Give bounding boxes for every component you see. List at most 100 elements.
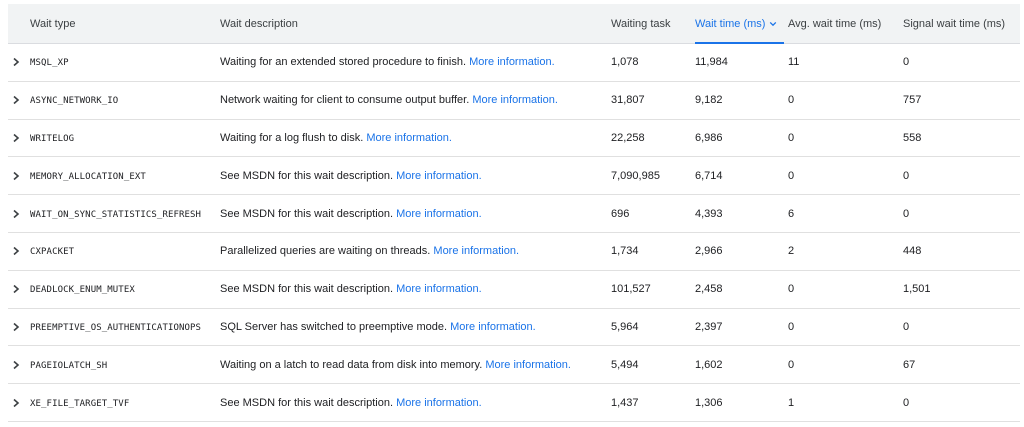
waiting-task-cell: 1,734 [611, 245, 639, 258]
wait-type-cell: WAIT_ON_SYNC_STATISTICS_REFRESH [8, 208, 220, 220]
column-header-wait-description[interactable]: Wait description [220, 17, 298, 30]
avg-wait-time-cell: 0 [788, 131, 795, 144]
wait-type-name: WRITELOG [30, 133, 75, 144]
more-information-link[interactable]: More information. [366, 131, 452, 144]
wait-type-name: ASYNC_NETWORK_IO [30, 96, 119, 107]
avg-wait-time-cell: 11 [788, 56, 800, 69]
wait-time-cell: 2,397 [695, 320, 723, 333]
wait-description-text: Waiting on a latch to read data from dis… [220, 358, 483, 371]
chevron-right-icon[interactable] [11, 171, 21, 181]
waiting-task-cell: 5,494 [611, 358, 639, 371]
wait-description-text: Waiting for an extended stored procedure… [220, 56, 467, 69]
table-row[interactable]: DEADLOCK_ENUM_MUTEX See MSDN for this wai… [8, 271, 1020, 309]
table-row[interactable]: MEMORY_ALLOCATION_EXT See MSDN for this w… [8, 157, 1020, 196]
wait-type-cell: CXPACKET [8, 245, 220, 257]
chevron-right-icon[interactable] [11, 246, 21, 256]
signal-wait-time-cell: 0 [903, 207, 910, 220]
waiting-task-cell: 1,078 [611, 56, 639, 69]
more-information-link[interactable]: More information. [433, 245, 519, 258]
chevron-right-icon[interactable] [11, 209, 21, 219]
avg-wait-time-cell: 2 [788, 245, 795, 258]
avg-wait-time-cell: 6 [788, 207, 795, 220]
wait-time-cell: 9,182 [695, 94, 723, 107]
wait-time-cell: 2,966 [695, 245, 723, 258]
table-row[interactable]: PREEMPTIVE_OS_AUTHENTICATIONOPS SQL Serve… [8, 309, 1020, 347]
wait-description-cell: Waiting on a latch to read data from dis… [220, 359, 611, 371]
table-row[interactable]: ASYNC_NETWORK_IO Network waiting for clie… [8, 82, 1020, 120]
avg-wait-time-cell: 1 [788, 396, 795, 409]
avg-wait-time-cell: 0 [788, 320, 795, 333]
more-information-link[interactable]: More information. [472, 94, 558, 107]
more-information-link[interactable]: More information. [485, 358, 571, 371]
signal-wait-time-cell: 757 [903, 94, 922, 107]
wait-stats-table: Wait type Wait description Waiting task … [8, 4, 1020, 422]
table-header: Wait type Wait description Waiting task … [8, 4, 1020, 44]
wait-type-name: PAGEIOLATCH_SH [30, 360, 108, 371]
wait-description-cell: See MSDN for this wait description. More… [220, 283, 611, 295]
table-row[interactable]: CXPACKET Parallelized queries are waiting… [8, 233, 1020, 271]
column-header-avg-wait-time[interactable]: Avg. wait time (ms) [788, 17, 882, 30]
signal-wait-time-cell: 1,501 [903, 283, 931, 296]
wait-description-text: See MSDN for this wait description. [220, 396, 394, 409]
signal-wait-time-cell: 0 [903, 396, 910, 409]
wait-type-cell: PAGEIOLATCH_SH [8, 359, 220, 371]
table-row[interactable]: WAIT_ON_SYNC_STATISTICS_REFRESH See MSDN … [8, 195, 1020, 233]
table-row[interactable]: MSQL_XP Waiting for an extended stored pr… [8, 44, 1020, 82]
avg-wait-time-cell: 0 [788, 169, 795, 182]
wait-description-text: See MSDN for this wait description. [220, 169, 394, 182]
wait-type-name: MSQL_XP [30, 58, 69, 69]
chevron-right-icon[interactable] [11, 133, 21, 143]
wait-time-cell: 6,986 [695, 131, 723, 144]
waiting-task-cell: 31,807 [611, 94, 645, 107]
table-row[interactable]: PAGEIOLATCH_SH Waiting on a latch to read… [8, 346, 1020, 385]
avg-wait-time-cell: 0 [788, 283, 795, 296]
waiting-task-cell: 101,527 [611, 283, 651, 296]
wait-type-cell: XE_FILE_TARGET_TVF [8, 397, 220, 409]
more-information-link[interactable]: More information. [396, 283, 482, 296]
signal-wait-time-cell: 448 [903, 245, 922, 258]
sort-descending-icon [770, 21, 777, 26]
wait-description-cell: Waiting for a log flush to disk. More in… [220, 132, 611, 144]
signal-wait-time-cell: 0 [903, 169, 910, 182]
column-header-signal-wait-time[interactable]: Signal wait time (ms) [903, 17, 1006, 30]
chevron-right-icon[interactable] [11, 322, 21, 332]
column-header-wait-time[interactable]: Wait time (ms) [695, 4, 788, 44]
wait-type-cell: MEMORY_ALLOCATION_EXT [8, 170, 220, 182]
wait-type-name: PREEMPTIVE_OS_AUTHENTICATIONOPS [30, 322, 202, 333]
wait-description-text: Network waiting for client to consume ou… [220, 94, 470, 107]
column-header-wait-type[interactable]: Wait type [30, 17, 76, 30]
wait-type-name: WAIT_ON_SYNC_STATISTICS_REFRESH [30, 209, 202, 220]
wait-type-cell: WRITELOG [8, 132, 220, 144]
wait-description-cell: See MSDN for this wait description. More… [220, 170, 611, 182]
avg-wait-time-cell: 0 [788, 94, 795, 107]
wait-type-cell: ASYNC_NETWORK_IO [8, 94, 220, 106]
wait-description-cell: Waiting for an extended stored procedure… [220, 56, 611, 68]
chevron-right-icon[interactable] [11, 398, 21, 408]
more-information-link[interactable]: More information. [396, 207, 482, 220]
waiting-task-cell: 7,090,985 [611, 169, 660, 182]
signal-wait-time-cell: 558 [903, 131, 922, 144]
chevron-right-icon[interactable] [11, 360, 21, 370]
more-information-link[interactable]: More information. [396, 396, 482, 409]
wait-time-header-label: Wait time (ms) [695, 17, 766, 30]
wait-time-cell: 11,984 [695, 56, 728, 69]
more-information-link[interactable]: More information. [469, 56, 555, 69]
chevron-right-icon[interactable] [11, 57, 21, 67]
chevron-right-icon[interactable] [11, 284, 21, 294]
wait-type-name: DEADLOCK_ENUM_MUTEX [30, 285, 135, 296]
wait-time-cell: 4,393 [695, 207, 723, 220]
more-information-link[interactable]: More information. [396, 169, 482, 182]
column-header-waiting-task[interactable]: Waiting task [611, 17, 671, 30]
wait-description-cell: Parallelized queries are waiting on thre… [220, 245, 611, 257]
wait-type-name: XE_FILE_TARGET_TVF [30, 398, 130, 409]
table-row[interactable]: WRITELOG Waiting for a log flush to disk.… [8, 120, 1020, 158]
more-information-link[interactable]: More information. [450, 320, 536, 333]
chevron-right-icon[interactable] [11, 95, 21, 105]
waiting-task-cell: 5,964 [611, 320, 639, 333]
wait-time-cell: 1,602 [695, 358, 723, 371]
table-row[interactable]: XE_FILE_TARGET_TVF See MSDN for this wait… [8, 384, 1020, 422]
waiting-task-cell: 1,437 [611, 396, 639, 409]
signal-wait-time-cell: 0 [903, 320, 910, 333]
table-body: MSQL_XP Waiting for an extended stored pr… [8, 44, 1020, 422]
waiting-task-cell: 696 [611, 207, 630, 220]
